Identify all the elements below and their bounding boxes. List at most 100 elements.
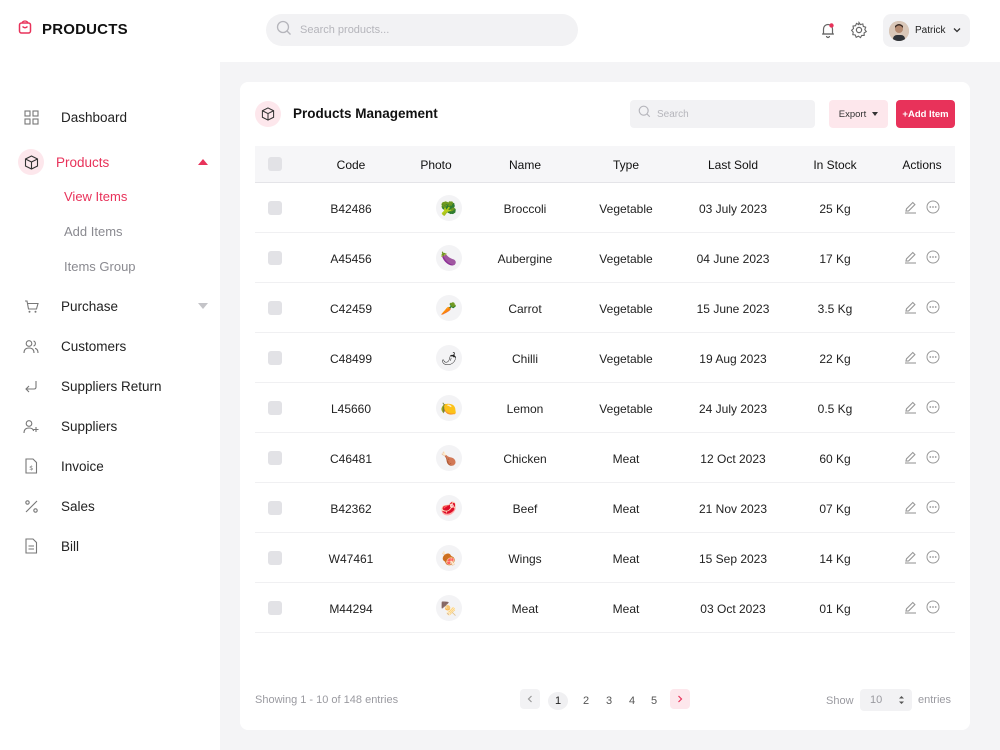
edit-icon[interactable]: [903, 450, 917, 464]
select-all-checkbox[interactable]: [268, 157, 282, 171]
page-number-button[interactable]: 2: [582, 695, 590, 707]
cell-name: Chilli: [511, 352, 539, 366]
table-row[interactable]: B42486 🥦 Broccoli Vegetable 03 July 2023…: [255, 183, 955, 233]
edit-icon[interactable]: [903, 550, 917, 564]
product-photo: 🍢: [436, 595, 462, 621]
user-menu[interactable]: Patrick: [883, 14, 970, 47]
cell-last-sold: 21 Nov 2023: [698, 502, 768, 516]
product-photo: 🍗: [436, 445, 462, 471]
caret-up-icon[interactable]: [198, 159, 208, 165]
edit-icon[interactable]: [903, 250, 917, 264]
add-item-button[interactable]: +Add Item: [896, 100, 955, 128]
more-options-icon[interactable]: [926, 250, 940, 264]
sidebar-item-products[interactable]: Products: [0, 148, 220, 176]
cell-name: Meat: [511, 602, 539, 616]
gear-icon[interactable]: [849, 20, 869, 40]
brand[interactable]: PRODUCTS: [18, 20, 128, 39]
table-row[interactable]: B42362 🥩 Beef Meat 21 Nov 2023 07 Kg: [255, 483, 955, 533]
page-number-button[interactable]: 1: [548, 692, 568, 710]
row-checkbox[interactable]: [268, 351, 282, 365]
row-checkbox[interactable]: [268, 501, 282, 515]
bell-icon[interactable]: [818, 20, 838, 40]
edit-icon[interactable]: [903, 500, 917, 514]
cell-last-sold: 12 Oct 2023: [700, 452, 766, 466]
cell-in-stock: 07 Kg: [819, 502, 851, 516]
table-row[interactable]: C48499 🌶 Chilli Vegetable 19 Aug 2023 22…: [255, 333, 955, 383]
sidebar-item-suppliers[interactable]: Suppliers: [0, 412, 220, 440]
next-page-button[interactable]: [670, 689, 690, 709]
caret-down-icon[interactable]: [198, 303, 208, 309]
table-row[interactable]: L45660 🍋 Lemon Vegetable 24 July 2023 0.…: [255, 383, 955, 433]
global-search[interactable]: [266, 14, 578, 46]
row-checkbox[interactable]: [268, 401, 282, 415]
row-checkbox[interactable]: [268, 601, 282, 615]
sidebar-item-bill[interactable]: Bill: [0, 532, 220, 560]
export-button[interactable]: Export: [829, 100, 888, 128]
cell-code: W47461: [328, 552, 374, 566]
edit-icon[interactable]: [903, 300, 917, 314]
return-arrow-icon: [22, 377, 40, 395]
column-header-last-sold[interactable]: Last Sold: [707, 158, 759, 172]
page-title: Products Management: [293, 106, 438, 121]
page-number-button[interactable]: 4: [628, 695, 636, 707]
more-options-icon[interactable]: [926, 600, 940, 614]
table-row[interactable]: C46481 🍗 Chicken Meat 12 Oct 2023 60 Kg: [255, 433, 955, 483]
edit-icon[interactable]: [903, 600, 917, 614]
cell-type: Meat: [612, 502, 640, 516]
row-checkbox[interactable]: [268, 251, 282, 265]
page-number-button[interactable]: 5: [650, 695, 658, 707]
cell-name: Lemon: [506, 402, 544, 416]
cell-type: Vegetable: [599, 402, 653, 416]
sidebar-item-invoice[interactable]: $ Invoice: [0, 452, 220, 480]
product-photo: 🍋: [436, 395, 462, 421]
cell-code: L45660: [330, 402, 372, 416]
sidebar-item-customers[interactable]: Customers: [0, 332, 220, 360]
top-header: PRODUCTS Patrick: [0, 0, 1000, 62]
page-size-select[interactable]: 10: [860, 689, 912, 711]
row-checkbox[interactable]: [268, 551, 282, 565]
edit-icon[interactable]: [903, 200, 917, 214]
grid-icon: [22, 108, 40, 126]
more-options-icon[interactable]: [926, 550, 940, 564]
more-options-icon[interactable]: [926, 200, 940, 214]
column-header-type[interactable]: Type: [612, 158, 640, 172]
sidebar-item-sales[interactable]: Sales: [0, 492, 220, 520]
row-checkbox[interactable]: [268, 201, 282, 215]
edit-icon[interactable]: [903, 400, 917, 414]
more-options-icon[interactable]: [926, 450, 940, 464]
column-header-name[interactable]: Name: [508, 158, 542, 172]
row-checkbox[interactable]: [268, 301, 282, 315]
sidebar-item-dashboard[interactable]: Dashboard: [0, 103, 220, 131]
more-options-icon[interactable]: [926, 400, 940, 414]
row-checkbox[interactable]: [268, 451, 282, 465]
page-number-button[interactable]: 3: [605, 695, 613, 707]
submenu-view-items[interactable]: View Items: [64, 189, 128, 204]
more-options-icon[interactable]: [926, 350, 940, 364]
prev-page-button[interactable]: [520, 689, 540, 709]
box-icon: [18, 149, 44, 175]
cell-in-stock: 60 Kg: [819, 452, 851, 466]
table-row[interactable]: C42459 🥕 Carrot Vegetable 15 June 2023 3…: [255, 283, 955, 333]
submenu-add-items[interactable]: Add Items: [64, 224, 123, 239]
table-search[interactable]: [630, 100, 815, 128]
cell-in-stock: 17 Kg: [819, 252, 851, 266]
more-options-icon[interactable]: [926, 500, 940, 514]
more-options-icon[interactable]: [926, 300, 940, 314]
table-row[interactable]: A45456 🍆 Aubergine Vegetable 04 June 202…: [255, 233, 955, 283]
edit-icon[interactable]: [903, 350, 917, 364]
sidebar-item-suppliers-return[interactable]: Suppliers Return: [0, 372, 220, 400]
product-photo: 🥦: [436, 195, 462, 221]
submenu-items-group[interactable]: Items Group: [64, 259, 136, 274]
cart-icon: [22, 297, 40, 315]
table-row[interactable]: M44294 🍢 Meat Meat 03 Oct 2023 01 Kg: [255, 583, 955, 633]
stepper-icon: [898, 694, 905, 709]
column-header-code[interactable]: Code: [336, 158, 366, 172]
table-header: Code Photo Name Type Last Sold In Stock …: [255, 146, 955, 183]
global-search-input[interactable]: [300, 24, 560, 36]
table-row[interactable]: W47461 🍖 Wings Meat 15 Sep 2023 14 Kg: [255, 533, 955, 583]
sidebar-item-purchase[interactable]: Purchase: [0, 292, 220, 320]
column-header-in-stock[interactable]: In Stock: [813, 158, 857, 172]
cell-name: Broccoli: [503, 202, 547, 216]
table-search-input[interactable]: [657, 108, 807, 120]
cell-name: Wings: [508, 552, 542, 566]
